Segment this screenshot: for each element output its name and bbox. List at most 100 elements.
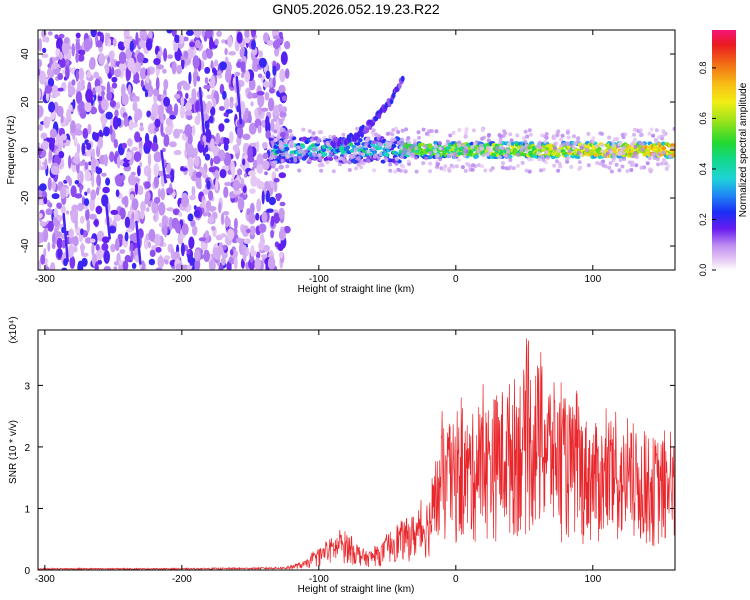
heatmap-cell [211, 226, 216, 231]
snr-x-ticks: -300 -200 -100 0 100 [35, 330, 602, 585]
heatmap-cell [650, 152, 655, 157]
heatmap-cell [244, 107, 249, 116]
heatmap-cell [154, 126, 159, 132]
heatmap-cell [264, 182, 271, 190]
heatmap-cell [278, 84, 286, 94]
heatmap-cell [666, 163, 671, 168]
heatmap-cell [81, 142, 86, 155]
heatmap-cell [560, 133, 565, 138]
heatmap-cell [227, 228, 235, 241]
heatmap-cell [281, 95, 287, 102]
heatmap-cell [264, 92, 270, 101]
heatmap-cell [480, 128, 485, 133]
heatmap-cell [609, 169, 614, 174]
heatmap-cell [169, 114, 177, 120]
heatmap-cell [44, 158, 48, 170]
heatmap-cell [664, 166, 669, 171]
heatmap-cell [256, 141, 260, 152]
heatmap-cell [196, 75, 201, 82]
heatmap-cell [357, 138, 363, 143]
spectrogram-x-tick-label: -200 [172, 274, 192, 285]
heatmap-cell [70, 120, 76, 134]
heatmap-cell [119, 249, 126, 254]
heatmap-cell [463, 153, 467, 158]
heatmap-cell [524, 143, 529, 148]
heatmap-cell [260, 107, 269, 112]
heatmap-cell [49, 128, 58, 139]
heatmap-cell [186, 249, 191, 255]
heatmap-cell [109, 125, 113, 135]
heatmap-cell [145, 38, 153, 51]
heatmap-cell [267, 97, 275, 112]
heatmap-cell [365, 127, 370, 134]
heatmap-cell [437, 140, 442, 145]
heatmap-cell [224, 69, 232, 83]
heatmap-cell [162, 68, 167, 74]
heatmap-cell [647, 156, 652, 161]
heatmap-cell [486, 145, 491, 150]
heatmap-cell [399, 145, 404, 150]
heatmap-cell [206, 180, 211, 190]
heatmap-cell [139, 209, 145, 220]
heatmap-cell [249, 202, 255, 215]
heatmap-cell [333, 154, 338, 159]
heatmap-cell [224, 181, 232, 187]
heatmap-cell [75, 51, 80, 64]
heatmap-cell [97, 259, 103, 265]
heatmap-cell [58, 51, 64, 60]
heatmap-cell [249, 188, 256, 194]
heatmap-cell [438, 157, 443, 162]
heatmap-cell [657, 135, 661, 140]
heatmap-cell [509, 138, 514, 143]
heatmap-cell [265, 115, 270, 127]
heatmap-cell [193, 209, 200, 218]
heatmap-cell [607, 165, 612, 170]
heatmap-cell [202, 212, 208, 217]
heatmap-cell [241, 244, 247, 254]
heatmap-cell [388, 168, 393, 173]
heatmap-cell [156, 64, 164, 70]
heatmap-cell [51, 242, 56, 249]
heatmap-cell [269, 156, 274, 161]
heatmap-cell [448, 133, 453, 138]
heatmap-cell [601, 149, 605, 154]
heatmap-cell [40, 254, 46, 265]
heatmap-cell [488, 168, 493, 173]
heatmap-cell [118, 62, 127, 71]
heatmap-cell [41, 30, 47, 38]
heatmap-cell [516, 163, 520, 168]
heatmap-cell [147, 152, 152, 167]
heatmap-cell [541, 157, 546, 162]
heatmap-cell [497, 133, 502, 138]
heatmap-cell [396, 159, 402, 164]
heatmap-cell [113, 266, 118, 270]
heatmap-cell [622, 157, 627, 161]
heatmap-cell [74, 129, 83, 136]
spectrogram-y-tick-label: 40 [20, 48, 31, 60]
heatmap-cell [116, 156, 121, 169]
heatmap-cell [86, 142, 92, 150]
heatmap-cell [261, 211, 268, 223]
heatmap-cell [157, 256, 165, 269]
heatmap-cell [182, 82, 191, 91]
heatmap-cell [319, 168, 324, 173]
heatmap-cell [166, 187, 174, 194]
heatmap-cell [281, 116, 285, 122]
heatmap-cell [537, 140, 542, 145]
heatmap-cell [104, 32, 109, 47]
heatmap-cell [49, 262, 56, 270]
heatmap-cell [77, 80, 83, 92]
heatmap-cell [401, 164, 406, 169]
heatmap-cell [197, 111, 201, 125]
heatmap-cell [317, 153, 322, 158]
heatmap-cell [183, 51, 189, 58]
heatmap-cell [297, 168, 302, 173]
heatmap-cell [520, 160, 525, 165]
heatmap-cell [85, 208, 90, 222]
heatmap-cell [75, 39, 81, 54]
heatmap-cell [397, 83, 402, 89]
heatmap-cell [284, 68, 290, 79]
heatmap-cell [38, 105, 44, 118]
heatmap-cell [179, 33, 185, 45]
spectrogram-x-tick-label: 0 [453, 274, 459, 285]
